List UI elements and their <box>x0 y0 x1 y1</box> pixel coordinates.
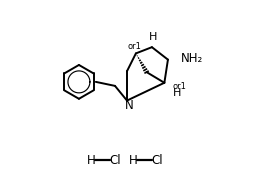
Text: H: H <box>173 88 181 98</box>
Text: Cl: Cl <box>110 154 121 167</box>
Text: or1: or1 <box>173 82 187 91</box>
Text: N: N <box>124 98 133 112</box>
Text: Cl: Cl <box>151 154 163 167</box>
Text: H: H <box>148 32 157 42</box>
Text: or1: or1 <box>127 42 141 51</box>
Text: H: H <box>129 154 138 167</box>
Text: NH₂: NH₂ <box>181 52 204 65</box>
Text: H: H <box>87 154 96 167</box>
